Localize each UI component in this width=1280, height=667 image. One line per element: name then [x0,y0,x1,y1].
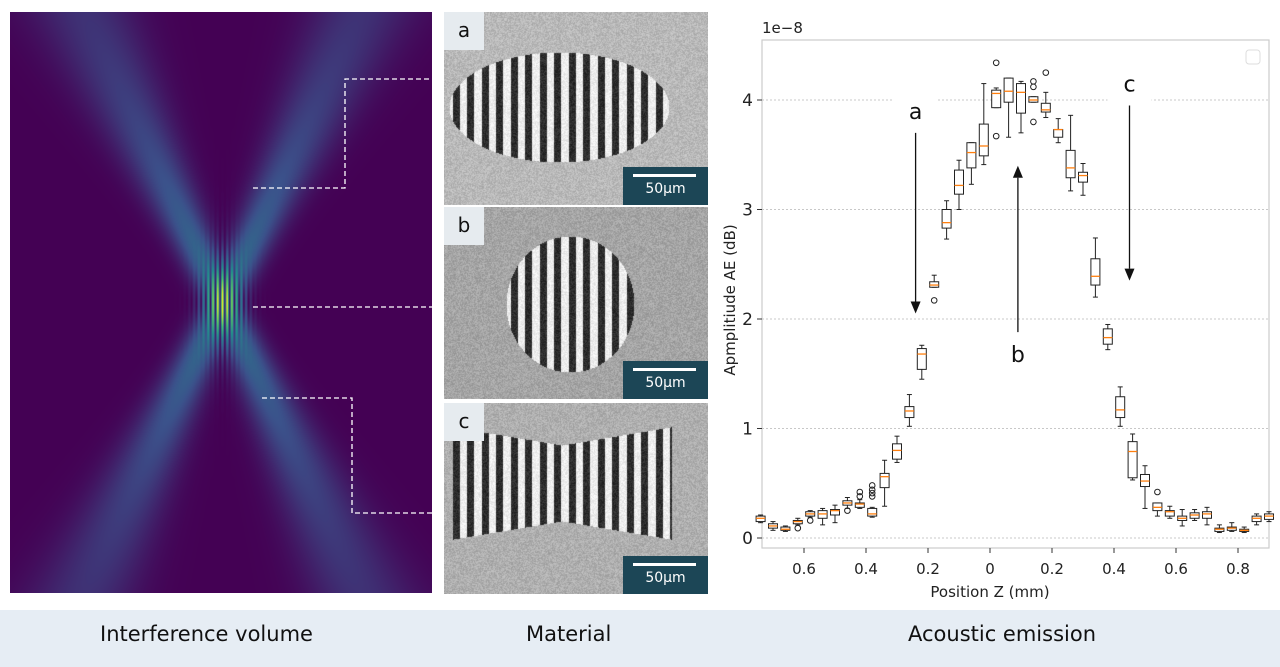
box-outlier [794,524,802,532]
caption-material: Material [526,622,612,646]
box [1053,129,1064,138]
box [892,443,902,460]
scale-bar-a: 50µm [623,167,708,205]
plot-frame [761,39,1270,549]
x-tick-label: 0 [985,560,995,578]
connector-lines [253,78,432,514]
y-tick-label: 1 [742,420,753,440]
box [1090,258,1101,286]
box-outlier [806,517,814,524]
x-tick-label: 0.4 [854,560,878,578]
box-outlier [930,297,938,304]
box [1003,77,1014,103]
box-outlier [1030,118,1037,126]
box [916,348,927,370]
scale-bar-b: 50µm [623,361,708,399]
scale-bar-label: 50µm [645,570,686,586]
box-outlier [1030,78,1037,85]
x-tick-label: 0.6 [1164,560,1188,578]
annotation-mask [1107,96,1152,104]
box [941,209,952,229]
box-outlier [992,59,1000,67]
box [1164,510,1175,517]
annotation-label-b: b [1011,343,1025,368]
annotation-label-a: a [909,100,922,125]
box [879,472,890,489]
y-tick-label: 4 [742,91,753,111]
x-tick-label: 0.8 [1226,560,1250,578]
box [904,406,915,419]
micrograph-a: a 50µm [444,12,708,205]
x-axis-label: Position Z (mm) [930,583,1049,601]
box [978,123,989,157]
box [867,507,878,517]
y-tick-label: 2 [742,310,753,330]
box-outlier [1042,69,1050,76]
box-outlier [868,486,876,494]
acoustic-emission-chart: 0 1 2 3 4 0.6 0.4 0.2 0 0.2 0.4 0.6 0.8 a b c 1e−8 Pos… [721,19,1274,601]
scale-bar-label: 50µm [645,375,686,391]
caption-interference-volume: Interference volume [100,622,313,646]
box-outlier [868,482,876,489]
connector-c [262,397,432,514]
y-axis-label: Apmplitiude AE (dB) [721,224,739,375]
y-offset-label: 1e−8 [762,19,803,37]
box [1115,396,1126,419]
box [1127,441,1138,479]
x-tick-label: 0.6 [792,560,816,578]
panel-label-a: a [444,12,484,50]
box-outlier [868,493,876,500]
micrograph-c: c 50µm [444,403,708,594]
box-outlier [992,132,1000,140]
box [1202,511,1212,519]
box [854,502,865,508]
caption-acoustic-emission: Acoustic emission [908,622,1097,646]
panel-label-b: b [444,207,484,245]
micrograph-b: b 50µm [444,207,708,399]
box-outlier [844,507,851,514]
box-outlier [856,493,864,500]
box [991,89,1002,109]
box [1078,171,1088,183]
x-tick-label: 0.2 [1040,560,1064,578]
x-tick-label: 0.2 [916,560,940,578]
box [1040,102,1051,113]
interference-volume-image [10,12,432,593]
annotation-arrowhead [1012,165,1023,178]
annotation-label-c: c [1123,72,1135,97]
scale-bar-c: 50µm [623,556,708,594]
x-tick-label: 0.4 [1102,560,1126,578]
scale-bar-label: 50µm [645,181,686,197]
box [1102,328,1113,345]
box [1016,83,1026,114]
annotation-arrowhead [910,301,921,314]
connector-a [253,78,432,189]
annotation-mask [893,96,938,104]
annotation-arrowhead [1124,268,1135,281]
panel-label-c: c [444,403,484,441]
box [1065,149,1076,179]
caption-bar [0,610,1280,667]
y-tick-label: 0 [742,529,753,549]
box [830,509,840,516]
box-outlier [868,489,876,497]
box [954,169,964,195]
box [966,142,977,169]
box-outlier [1030,83,1037,91]
box-outlier [856,488,864,496]
legend-box [1245,49,1261,65]
box-outlier [1154,488,1161,496]
y-tick-label: 3 [742,201,753,221]
